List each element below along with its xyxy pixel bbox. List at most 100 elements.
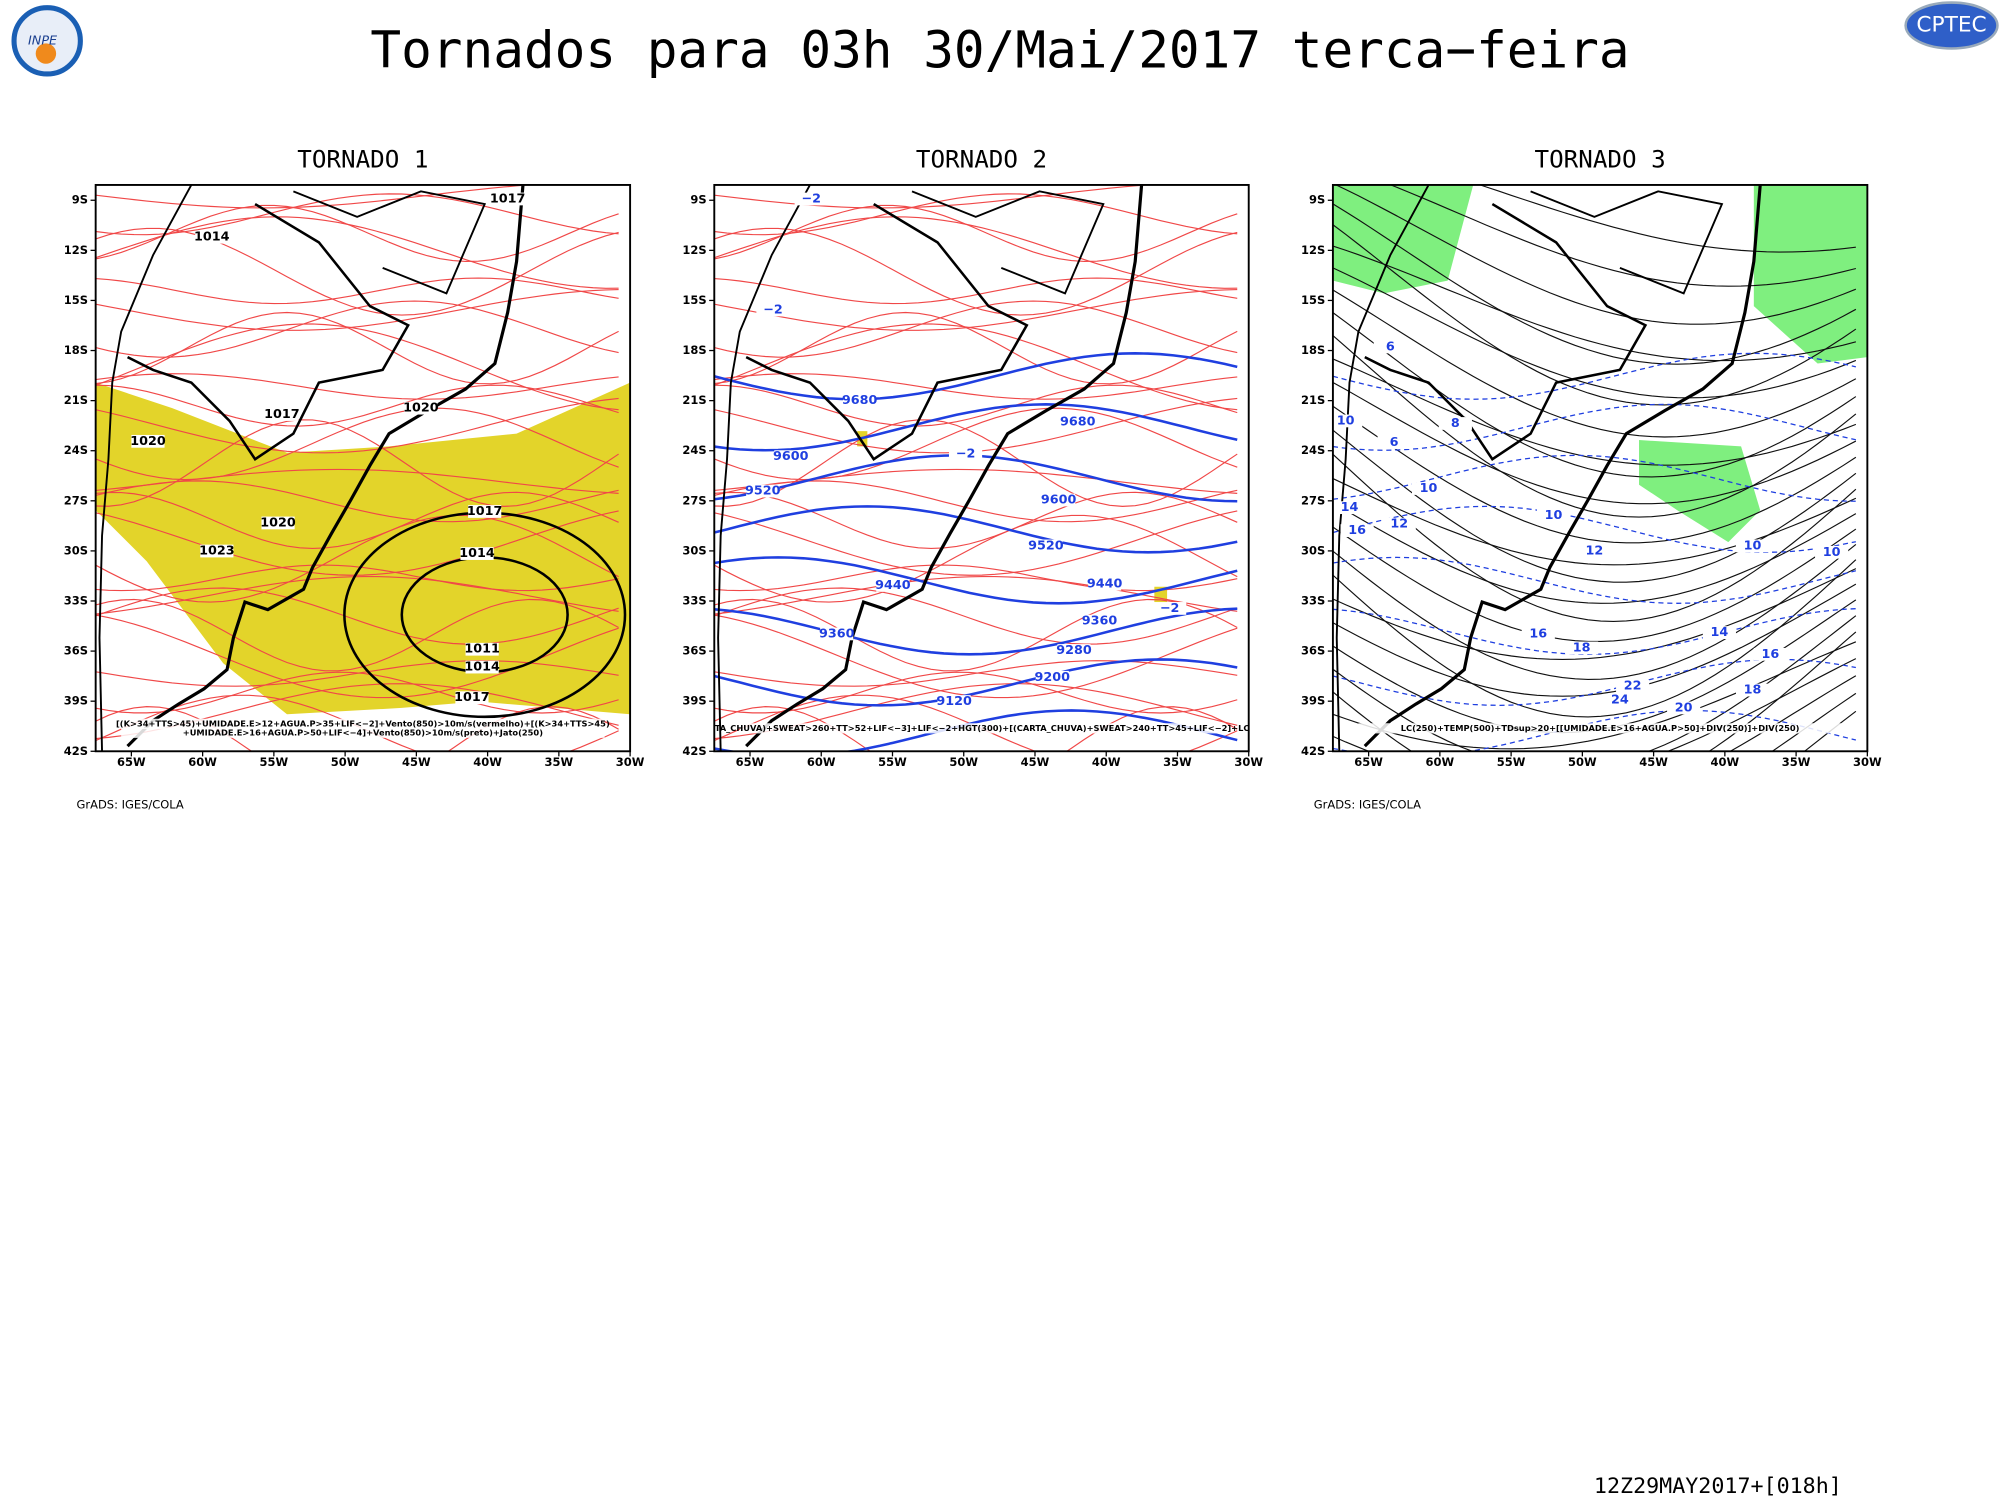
credit: GrADS: IGES/COLA (77, 797, 184, 811)
contour-label: −2 (763, 302, 783, 317)
contour (714, 403, 1238, 452)
streamline (1332, 583, 1857, 697)
label-bg (1702, 626, 1736, 640)
contour (1332, 556, 1857, 604)
streamline (714, 204, 1238, 263)
contour-label: 22 (1624, 679, 1642, 694)
streamline (95, 204, 619, 263)
streamline (95, 323, 619, 411)
contour-label: 6 (1390, 435, 1399, 450)
streamline (1332, 502, 1857, 604)
contour-label: 10 (1823, 545, 1841, 560)
streamline (714, 510, 1238, 576)
lat-label: 24S (64, 443, 88, 457)
streamline (1332, 312, 1857, 478)
streamline (1332, 453, 1857, 623)
streamline (95, 514, 619, 603)
contour (714, 505, 1238, 554)
contour-label: 9360 (819, 626, 855, 641)
lon-label: 65W (117, 755, 146, 769)
coastline (717, 184, 811, 752)
streamline (714, 419, 1238, 507)
contour-label: 16 (1529, 626, 1547, 641)
streamline (1332, 203, 1857, 365)
contour-label: 9600 (773, 449, 809, 464)
lat-label: 30S (64, 543, 88, 557)
streamline (95, 288, 619, 331)
contour-label: 1020 (130, 434, 166, 449)
lat-label: 24S (682, 443, 706, 457)
map-frame (1331, 183, 1869, 753)
lon-label: 55W (260, 755, 289, 769)
streamline (1332, 335, 1857, 518)
contour-label: 10 (1420, 481, 1438, 496)
contour-label: 8 (1451, 416, 1460, 431)
streamline (95, 300, 619, 358)
label-bg (794, 192, 828, 206)
lat-label: 21S (64, 393, 88, 407)
streamline (95, 277, 619, 305)
contour (714, 556, 1238, 605)
lon-label: 65W (1354, 755, 1383, 769)
contour-label: −2 (1160, 601, 1180, 616)
streamline (95, 384, 619, 427)
contour-label: 20 (1675, 700, 1693, 715)
contour-label: 24 (1611, 693, 1629, 708)
lat-label: 30S (682, 543, 706, 557)
lon-label: 45W (1639, 755, 1668, 769)
caption: +UMIDADE.E>16+AGUA.P>50+LIF<−4]+Vento(85… (183, 727, 543, 737)
label-bg (1735, 539, 1770, 553)
streamline (714, 706, 1238, 752)
streamline (1729, 675, 1857, 752)
lat-label: 9S (690, 193, 706, 207)
streamline (1332, 658, 1857, 752)
lat-label: 12S (64, 243, 88, 257)
shaded-region (1332, 184, 1868, 543)
lon-label: 45W (1021, 755, 1050, 769)
caption-bg (739, 723, 1224, 734)
caption: [(K>34+TTS>45)+UMIDADE.E>12+AGUA.P>35+LI… (116, 718, 610, 728)
label-bg (131, 434, 165, 448)
contour-label: 12 (1586, 544, 1604, 559)
lat-label: 15S (682, 293, 706, 307)
label-bg (1536, 508, 1571, 522)
contour-label: 1023 (199, 544, 235, 559)
coastline (1363, 184, 1762, 748)
label-bg (1603, 693, 1637, 707)
label-bg (756, 303, 790, 317)
streamline (1332, 382, 1857, 505)
lon-label: 65W (736, 755, 765, 769)
streamline (714, 216, 1238, 289)
contour-label: 1017 (490, 191, 526, 206)
streamline (714, 564, 1238, 592)
lat-label: 36S (1301, 644, 1325, 658)
label-bg (1373, 340, 1407, 354)
label-bg (265, 408, 299, 421)
lon-label: 30W (616, 755, 645, 769)
shaded-region (95, 382, 631, 715)
streamline (714, 300, 1238, 358)
streamline (95, 227, 619, 316)
lon-label: 45W (402, 755, 431, 769)
contour-label: 1014 (459, 546, 495, 561)
lon-label: 50W (949, 755, 978, 769)
lon-label: 35W (1163, 755, 1192, 769)
streamline (714, 575, 1238, 615)
border (126, 202, 410, 461)
contour-label: 12 (1390, 517, 1408, 532)
label-bg (1088, 577, 1122, 591)
streamline (95, 216, 619, 289)
lat-label: 33S (64, 593, 88, 607)
lon-label: 30W (1853, 755, 1882, 769)
label-bg (261, 516, 295, 530)
label-bg (200, 544, 234, 558)
lat-label: 27S (1301, 493, 1325, 507)
contour-label: −2 (801, 191, 821, 206)
border (1530, 190, 1724, 295)
lat-label: 12S (682, 243, 706, 257)
contour (714, 709, 1238, 752)
lat-label: 18S (1301, 343, 1325, 357)
lat-label: 39S (682, 694, 706, 708)
